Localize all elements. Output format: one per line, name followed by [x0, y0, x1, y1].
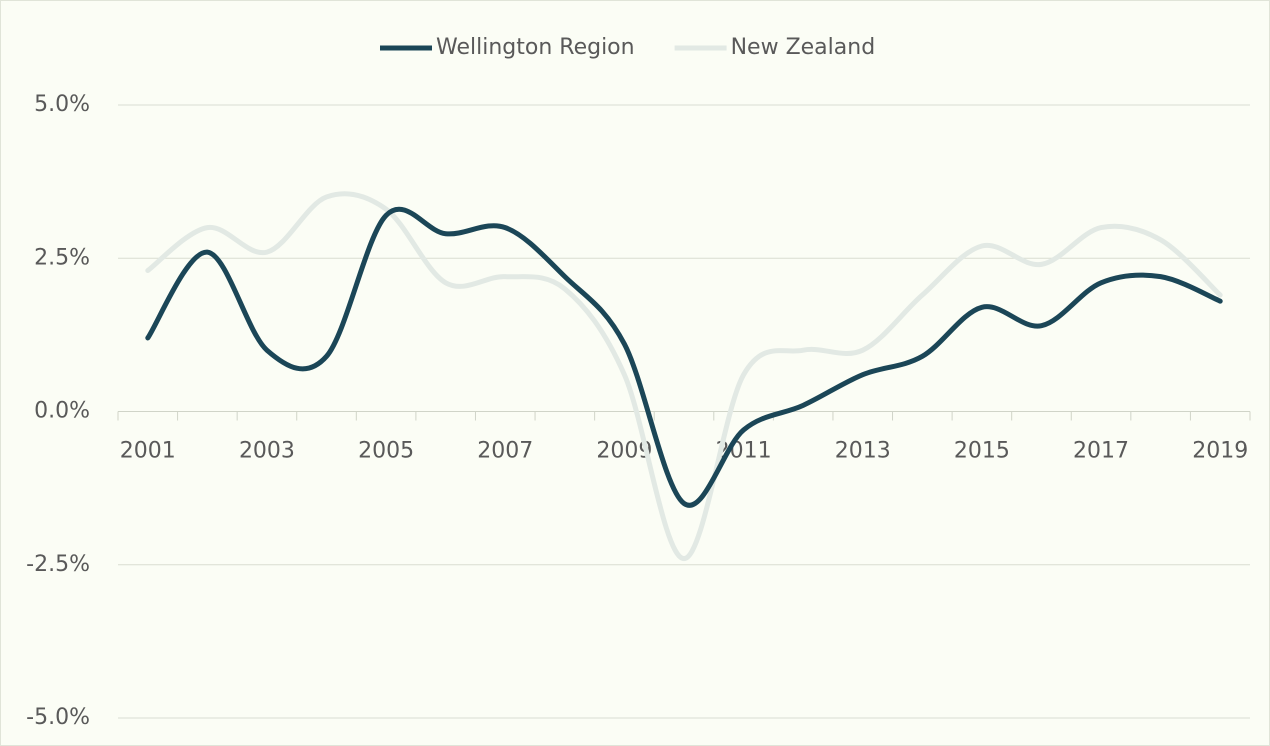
- series-line: [145, 191, 1223, 562]
- x-tick-label: 2013: [835, 439, 891, 464]
- y-tick-label: -2.5%: [26, 552, 90, 577]
- x-tick-label: 2015: [954, 439, 1010, 464]
- legend-label: Wellington Region: [436, 35, 635, 60]
- x-tick-label: 2001: [120, 439, 176, 464]
- y-tick-label: 2.5%: [34, 245, 90, 270]
- y-tick-label: -5.0%: [26, 705, 90, 730]
- legend-label: New Zealand: [731, 35, 876, 60]
- x-tick-label: 2019: [1192, 439, 1248, 464]
- x-tick-label: 2005: [358, 439, 414, 464]
- y-tick-label: 0.0%: [34, 399, 90, 424]
- x-tick-label: 2003: [239, 439, 295, 464]
- series-line: [145, 206, 1223, 508]
- x-tick-label: 2017: [1073, 439, 1129, 464]
- x-tick-label: 2007: [477, 439, 533, 464]
- y-tick-label: 5.0%: [34, 92, 90, 117]
